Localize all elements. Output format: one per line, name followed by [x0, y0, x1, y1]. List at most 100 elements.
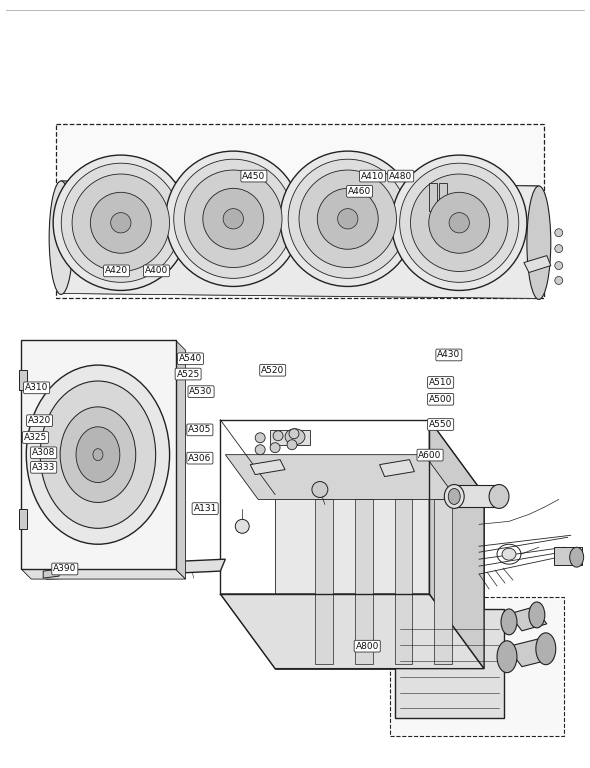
Ellipse shape [497, 641, 517, 673]
Polygon shape [46, 559, 225, 579]
Text: A530: A530 [189, 387, 213, 396]
Text: A525: A525 [176, 369, 200, 379]
Polygon shape [43, 569, 59, 578]
Polygon shape [315, 499, 333, 664]
Bar [56, 124, 544, 299]
Text: A306: A306 [188, 454, 212, 462]
Ellipse shape [317, 188, 378, 250]
Ellipse shape [489, 485, 509, 508]
Ellipse shape [173, 159, 293, 278]
Polygon shape [19, 370, 27, 390]
Polygon shape [434, 499, 453, 664]
Text: A305: A305 [188, 425, 212, 435]
Ellipse shape [280, 151, 415, 286]
Text: A320: A320 [28, 416, 51, 425]
Text: A410: A410 [361, 171, 384, 180]
Polygon shape [395, 609, 504, 718]
Text: A460: A460 [348, 187, 371, 196]
Text: A540: A540 [179, 354, 202, 363]
Ellipse shape [287, 440, 297, 450]
Polygon shape [524, 256, 551, 273]
Ellipse shape [203, 188, 264, 250]
Polygon shape [176, 340, 185, 579]
Polygon shape [250, 459, 285, 475]
Ellipse shape [429, 192, 490, 253]
Polygon shape [21, 340, 176, 569]
Ellipse shape [111, 213, 131, 233]
Ellipse shape [555, 245, 563, 253]
Ellipse shape [223, 209, 244, 229]
Ellipse shape [312, 482, 328, 498]
Ellipse shape [270, 442, 280, 452]
Polygon shape [454, 485, 499, 508]
Ellipse shape [53, 155, 188, 290]
Ellipse shape [536, 633, 556, 664]
Polygon shape [430, 183, 437, 211]
Bar [554, 548, 582, 565]
Polygon shape [61, 181, 539, 299]
Ellipse shape [392, 155, 527, 290]
Ellipse shape [448, 488, 460, 505]
Polygon shape [395, 499, 412, 664]
Text: A800: A800 [356, 642, 379, 650]
Text: A131: A131 [194, 504, 217, 513]
Text: A308: A308 [32, 449, 55, 457]
Ellipse shape [289, 429, 299, 439]
Polygon shape [19, 509, 27, 529]
Ellipse shape [570, 548, 584, 567]
Bar [389, 597, 563, 737]
Ellipse shape [399, 164, 519, 283]
Ellipse shape [337, 209, 358, 229]
Text: A325: A325 [24, 433, 47, 442]
Ellipse shape [61, 164, 181, 283]
Text: A500: A500 [429, 395, 453, 404]
Polygon shape [220, 594, 484, 669]
Text: A480: A480 [389, 171, 412, 180]
Text: A400: A400 [145, 266, 168, 276]
Ellipse shape [185, 170, 282, 267]
Ellipse shape [72, 174, 169, 272]
Polygon shape [355, 499, 373, 664]
Text: A520: A520 [261, 366, 284, 375]
Ellipse shape [299, 170, 396, 267]
Text: A310: A310 [25, 383, 48, 392]
Text: A450: A450 [242, 171, 266, 180]
Polygon shape [225, 455, 457, 499]
Polygon shape [275, 495, 484, 669]
Text: A333: A333 [32, 463, 55, 472]
Polygon shape [61, 250, 539, 299]
Ellipse shape [166, 151, 301, 286]
Ellipse shape [555, 276, 563, 284]
Ellipse shape [529, 602, 545, 628]
Polygon shape [440, 183, 447, 211]
Polygon shape [379, 459, 414, 477]
Ellipse shape [27, 365, 169, 545]
Ellipse shape [49, 181, 73, 294]
Ellipse shape [527, 186, 551, 300]
Ellipse shape [501, 609, 517, 635]
Ellipse shape [255, 445, 265, 455]
Ellipse shape [40, 381, 156, 528]
Polygon shape [270, 430, 310, 445]
Ellipse shape [93, 449, 103, 461]
Polygon shape [21, 569, 185, 579]
Ellipse shape [90, 192, 151, 253]
Text: A390: A390 [53, 564, 77, 574]
Polygon shape [430, 420, 484, 669]
Ellipse shape [288, 159, 407, 278]
Ellipse shape [502, 548, 516, 560]
Ellipse shape [255, 433, 265, 442]
Ellipse shape [60, 407, 136, 502]
Ellipse shape [76, 427, 120, 482]
Polygon shape [507, 639, 554, 667]
Ellipse shape [235, 519, 249, 533]
Text: A420: A420 [105, 266, 128, 276]
Ellipse shape [444, 485, 464, 508]
Text: A430: A430 [437, 350, 460, 359]
Polygon shape [509, 607, 547, 631]
Text: A550: A550 [429, 420, 453, 429]
Ellipse shape [273, 431, 283, 441]
Ellipse shape [285, 429, 305, 445]
Ellipse shape [449, 213, 470, 233]
Ellipse shape [555, 229, 563, 237]
